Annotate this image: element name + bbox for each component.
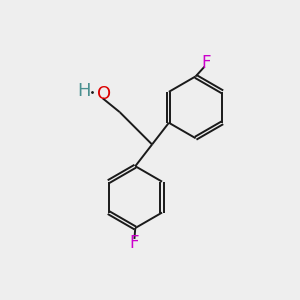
Text: O: O (97, 85, 111, 103)
Text: F: F (129, 234, 139, 252)
Text: F: F (201, 54, 211, 72)
Text: H: H (77, 82, 91, 100)
